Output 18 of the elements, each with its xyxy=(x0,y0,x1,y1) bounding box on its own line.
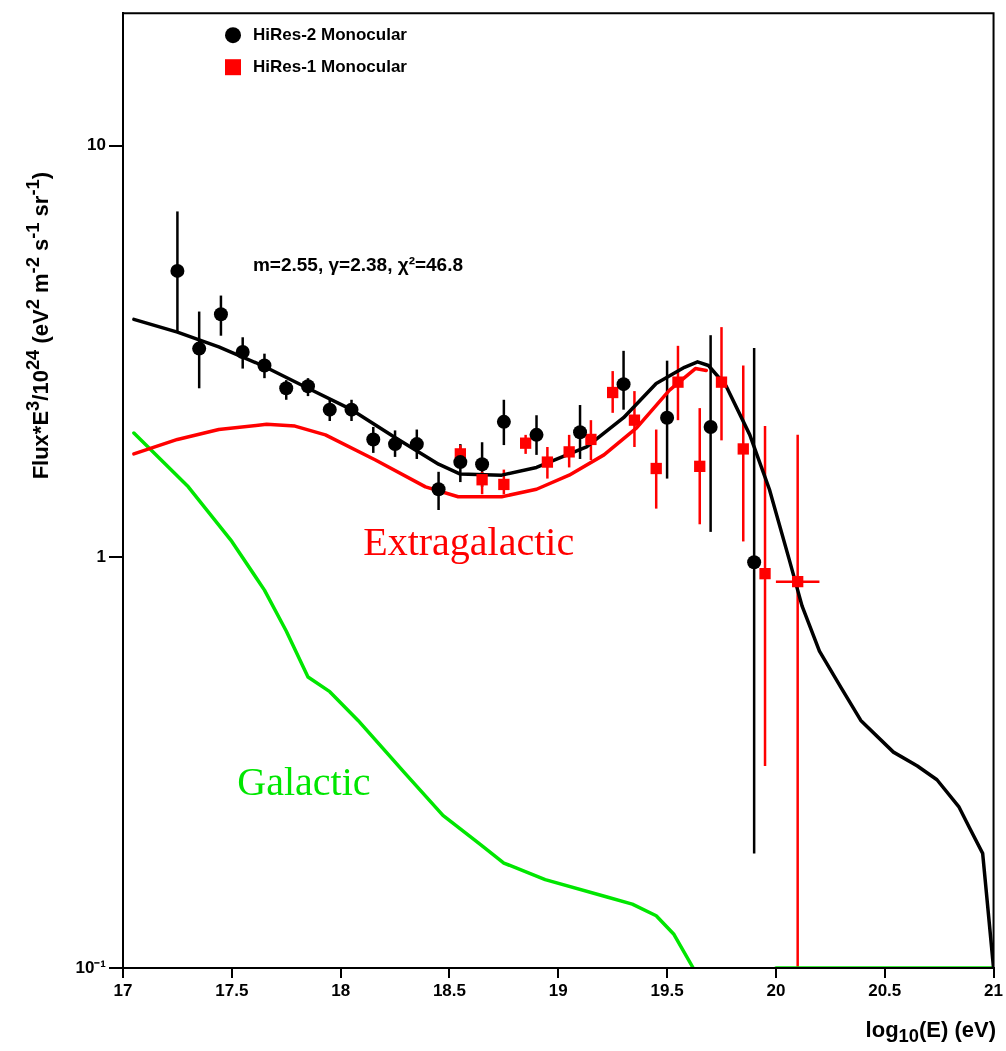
y-tick-label: 10 xyxy=(87,135,106,155)
legend-label: HiRes-2 Monocular xyxy=(253,24,408,44)
legend-label: HiRes-1 Monocular xyxy=(253,56,408,76)
x-tick-label: 20.5 xyxy=(868,980,902,1000)
y-tick-label: 1 xyxy=(96,546,106,566)
series-label: Extragalactic xyxy=(363,519,575,565)
y-tick-label: 10⁻¹ xyxy=(75,957,107,977)
x-tick-label: 21 xyxy=(984,980,1004,1000)
series-label: Galactic xyxy=(237,758,371,804)
x-tick-label: 20 xyxy=(766,980,786,1000)
x-tick-label: 17.5 xyxy=(215,980,249,1000)
x-axis-title: log$_{10}$(E) (eV) xyxy=(865,1017,996,1048)
x-tick-label: 19 xyxy=(548,980,568,1000)
x-tick-label: 19.5 xyxy=(650,980,684,1000)
x-tick-label: 18.5 xyxy=(432,980,466,1000)
x-tick-label: 17 xyxy=(113,980,133,1000)
x-tick-label: 18 xyxy=(331,980,351,1000)
annotation: m=2.55, γ=2.38, χ²=46.8 xyxy=(252,254,464,276)
